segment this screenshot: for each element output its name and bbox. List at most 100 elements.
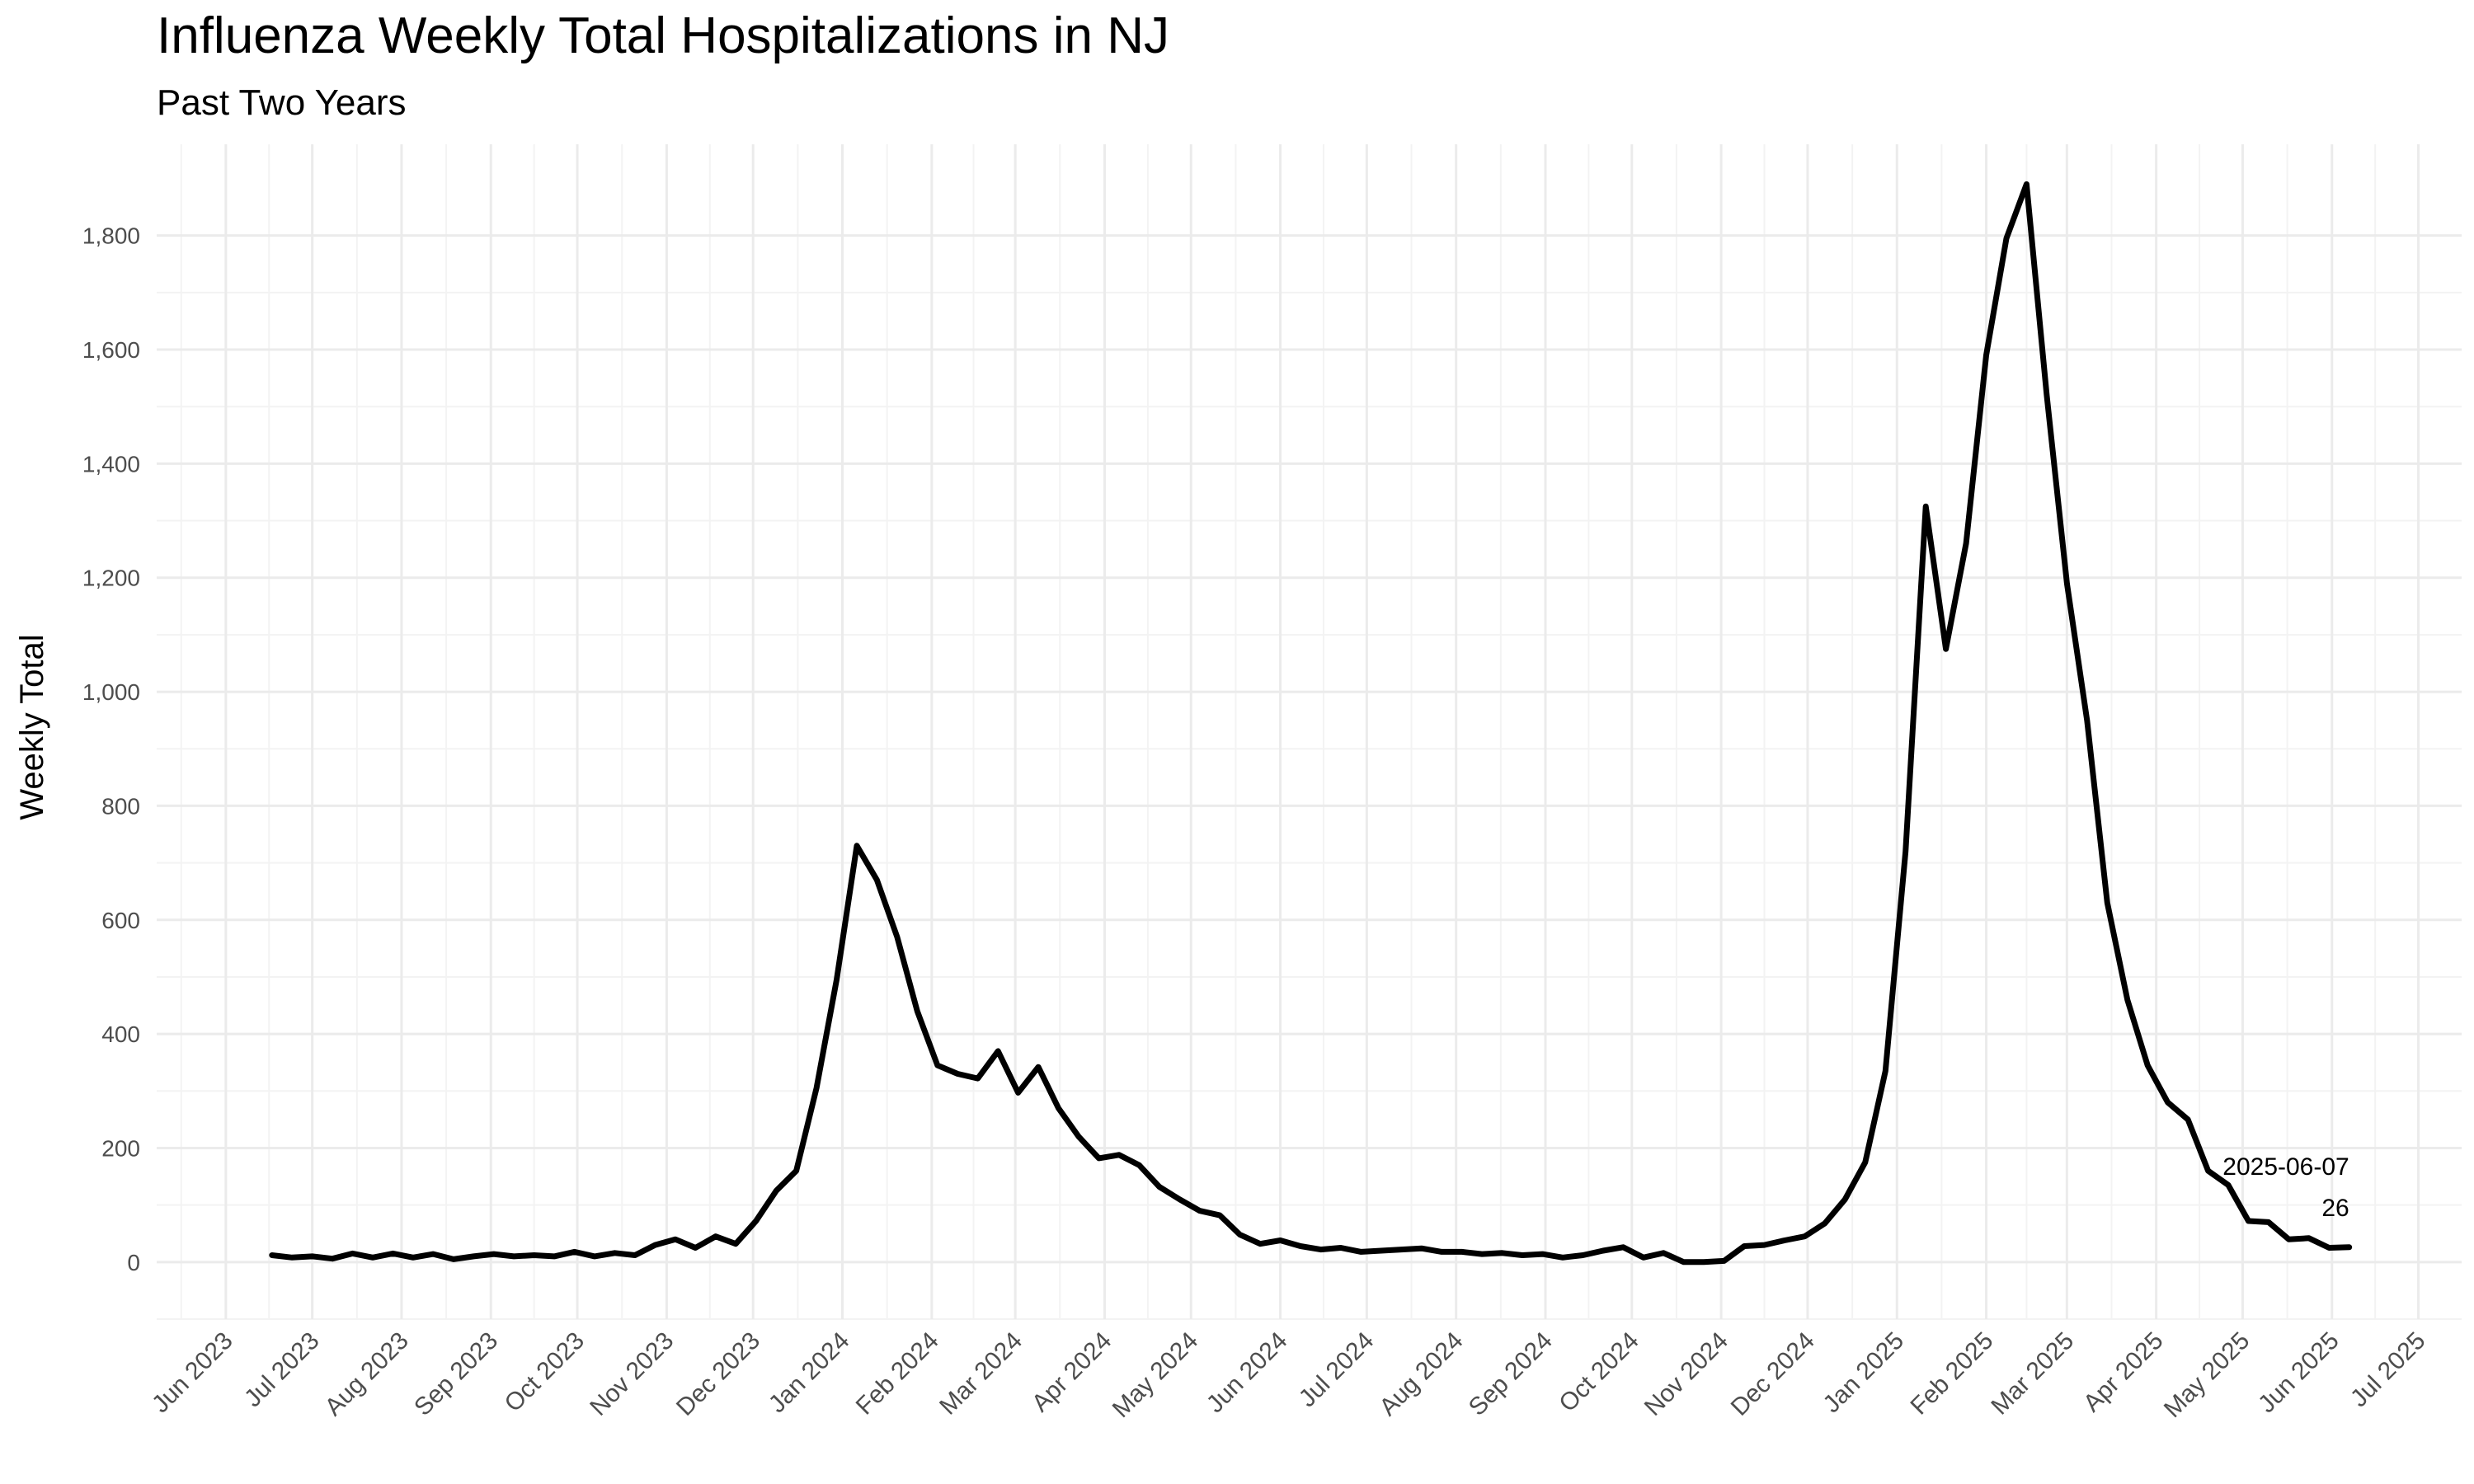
data-point [1540,1252,1544,1256]
data-point [331,1257,334,1261]
data-point [2246,1219,2250,1223]
data-point [1924,505,1927,508]
x-tick-label: Sep 2023 [409,1327,503,1421]
y-tick-label: 1,200 [82,566,140,591]
data-point [1682,1261,1686,1264]
data-point [533,1254,536,1257]
data-point [936,1064,939,1067]
y-tick-label: 600 [101,908,140,933]
data-point [1117,1153,1121,1157]
x-tick-label: May 2024 [1108,1327,1203,1423]
x-tick-label: Nov 2024 [1639,1327,1733,1421]
data-point [653,1243,656,1247]
data-point [2045,393,2048,397]
data-point [1501,1252,1504,1255]
data-point [1097,1157,1100,1160]
data-point [1581,1254,1584,1257]
data-point [614,1252,617,1255]
data-point [472,1255,475,1258]
y-axis-label: Weekly Total [14,634,50,819]
x-tick-label: Jul 2023 [239,1327,325,1413]
data-point [996,1050,999,1053]
data-point [2307,1237,2311,1240]
data-point [1621,1246,1625,1249]
data-point [1037,1065,1040,1068]
data-point [1420,1247,1423,1250]
data-point [815,1087,818,1090]
data-point [1319,1248,1322,1252]
data-point [311,1255,314,1258]
x-tick-label: Jul 2025 [2345,1327,2431,1413]
data-point [593,1255,596,1258]
data-point [915,1009,919,1012]
data-point [290,1256,294,1259]
data-point [1561,1256,1564,1259]
data-point [573,1250,576,1253]
data-point [2207,1169,2210,1172]
x-tick-label: Dec 2024 [1726,1327,1820,1421]
data-point [1158,1186,1161,1189]
data-point [896,936,899,939]
data-point [2126,998,2129,1002]
x-tick-label: Feb 2025 [1905,1327,1998,1421]
x-tick-label: Dec 2023 [671,1327,765,1421]
x-tick-label: Apr 2025 [2078,1327,2168,1417]
y-tick-label: 0 [127,1250,140,1275]
data-point [2186,1118,2189,1121]
y-tick-label: 1,000 [82,679,140,705]
data-point [1642,1256,1645,1259]
data-point [371,1256,374,1259]
data-point [1904,850,1907,853]
data-point [1017,1091,1020,1094]
series-line [269,181,2353,1266]
x-tick-label: Jul 2024 [1294,1327,1380,1413]
data-point [270,1254,274,1257]
data-point [1137,1163,1141,1167]
data-point [714,1235,717,1238]
data-point [1985,354,1988,357]
data-point [1077,1135,1080,1139]
annotation-date-label: 2025-06-07 [2222,1153,2349,1181]
x-tick-label: Sep 2024 [1464,1327,1558,1421]
data-point [1218,1214,1221,1217]
data-point [633,1254,637,1257]
data-point [2348,1246,2351,1249]
y-tick-label: 200 [101,1135,140,1161]
annotation-value-label: 26 [2321,1195,2349,1222]
data-point [1783,1239,1786,1242]
chart-subtitle: Past Two Years [157,82,407,123]
data-point [2146,1064,2149,1067]
data-point [835,978,839,981]
data-point [1299,1244,1302,1247]
data-point [2086,719,2089,722]
data-point [956,1073,959,1076]
data-point [1057,1106,1061,1110]
data-point [774,1189,778,1192]
data-point [1702,1261,1705,1264]
data-point [1763,1243,1766,1247]
x-tick-label: Feb 2024 [851,1327,944,1421]
data-point [1258,1242,1262,1246]
data-point [2065,582,2068,585]
y-tick-label: 800 [101,793,140,819]
data-point [1359,1250,1362,1253]
y-tick-label: 1,400 [82,451,140,477]
data-point [976,1077,980,1080]
data-point [1743,1244,1746,1247]
y-tick-label: 400 [101,1021,140,1047]
data-point [1239,1233,1242,1237]
x-tick-label: May 2025 [2159,1327,2255,1423]
data-point [1279,1239,1282,1242]
x-tick-label: Jun 2024 [1202,1327,1293,1419]
x-tick-label: Oct 2024 [1554,1327,1644,1417]
x-tick-label: Mar 2024 [934,1327,1028,1421]
data-point [492,1252,496,1256]
data-point [755,1219,758,1223]
data-point [1864,1161,1867,1164]
data-point [1843,1198,1846,1201]
data-point [1945,647,1948,650]
data-point [1339,1247,1343,1250]
x-tick-label: Apr 2024 [1027,1327,1117,1417]
